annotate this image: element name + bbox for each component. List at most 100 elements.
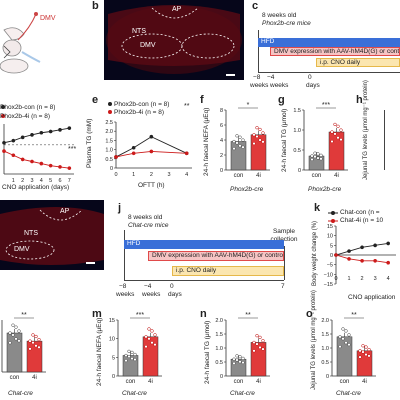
y-tick-label: 0 [326, 374, 329, 380]
data-point [31, 341, 35, 345]
data-point [241, 360, 245, 365]
panel-label-f: f [200, 94, 204, 106]
data-point [261, 347, 265, 351]
data-point [232, 146, 236, 151]
data-point [258, 127, 262, 132]
y-tick-label: 1.0 [321, 346, 329, 352]
panel-o-genotype: Chat-cre [336, 390, 361, 397]
timeline-c-marker [258, 30, 259, 72]
x-tick-label: 4i [32, 375, 37, 381]
panel-j-cno-bar: i.p. CNO daily [172, 266, 284, 276]
panel-c-tick-1: −8 [253, 74, 261, 81]
legend-k-4i [331, 219, 335, 223]
data-point-1 [2, 149, 6, 153]
panel-e-legend-con: Phox2b-con (n = 8) [114, 101, 170, 108]
data-point [339, 137, 343, 142]
significance-label: ** [21, 312, 27, 319]
panel-c-age: 8 weeks old [262, 12, 297, 19]
micro-i-nts: NTS [24, 230, 38, 237]
data-point [124, 353, 128, 358]
y-tick-label: 2.0 [105, 129, 113, 135]
panel-j-mice: Chat-cre mice [128, 222, 169, 229]
data-point [238, 144, 242, 148]
legend-marker-4i [1, 114, 5, 118]
data-point [235, 358, 239, 362]
timeline-c-axis [258, 72, 400, 73]
data-point [341, 327, 345, 331]
y-tick-label: 8 [220, 108, 223, 114]
panel-o-ylabel: Jejunal TG levels (μmol mg⁻¹ protein) [311, 290, 317, 390]
y-tick-label: 1.5 [215, 332, 223, 338]
panel-e-legend-4i: Phox2b-4i (n = 8) [114, 109, 165, 116]
x-tick-label: con [126, 379, 136, 385]
data-point [339, 128, 343, 132]
y-tick-label: 1.5 [105, 138, 113, 144]
data-point-0 [30, 133, 34, 137]
data-point [150, 341, 154, 345]
legend-k-con [331, 211, 335, 215]
panel-f-ylabel: 24-h faecal NEFA (μEq) [203, 107, 210, 176]
y-tick-label: 0 [110, 166, 113, 172]
y-tick-label: −15 [324, 282, 333, 288]
y-tick-label: 2 [220, 153, 223, 159]
x-tick-label: 4i [256, 173, 261, 179]
panel-n-genotype: Chat-cre [230, 390, 255, 397]
data-point [252, 340, 256, 345]
data-point-0 [386, 241, 390, 246]
data-point-1 [11, 153, 16, 158]
panel-a-significance: *** [68, 146, 77, 153]
data-point [241, 145, 245, 149]
y-tick-label: 1.5 [293, 108, 301, 114]
x-tick-label: 3 [167, 172, 170, 176]
panel-j-sample: Sample collection [270, 228, 297, 243]
y-tick-label: 0.5 [215, 360, 223, 366]
data-point [358, 355, 362, 359]
y-tick-label: 0.5 [321, 360, 329, 366]
x-tick-label: con [10, 375, 20, 381]
significance-label: *** [322, 102, 330, 109]
y-tick-label: 1.5 [321, 332, 329, 338]
data-point [232, 361, 236, 366]
y-tick-label: 2.0 [321, 318, 329, 324]
data-point [347, 333, 351, 337]
data-point [258, 335, 262, 340]
data-point-1 [347, 257, 351, 261]
panel-g-genotype: Phox2b-cre [308, 186, 342, 193]
x-tick-label: 3 [374, 276, 377, 282]
chart-l-partial: con 4i ** [1, 312, 46, 381]
y-tick-label: 2.5 [105, 120, 113, 126]
data-point [316, 156, 320, 160]
data-point [361, 350, 365, 354]
data-point [336, 124, 340, 128]
chart-o-jejunal-tg: 0 0.5 1.0 1.5 2.0 con 4i ** [321, 312, 376, 385]
data-point-0 [2, 140, 6, 145]
data-point [255, 342, 259, 346]
panel-h-axis [384, 110, 385, 170]
y-tick-label: 6 [220, 123, 223, 129]
data-point-0 [20, 135, 25, 140]
legend-phox2b-con: Phox2b-con (n = 8) [0, 104, 56, 111]
data-point [333, 132, 337, 136]
data-point [153, 333, 157, 337]
x-tick-label: 4 [185, 172, 188, 176]
data-point-0 [58, 128, 62, 132]
y-tick-label: 10 [327, 234, 333, 240]
panel-e-ylabel: Plasma TG (mM) [86, 118, 93, 168]
timeline-j-marker [124, 230, 125, 280]
panel-j-tick-2: −4 [144, 283, 152, 290]
micrograph-b: AP NTS DMV [104, 0, 244, 80]
y-tick-label: 0 [220, 374, 223, 380]
data-point [258, 345, 262, 350]
data-point-1 [334, 253, 338, 257]
data-point [153, 342, 157, 347]
data-point [330, 139, 334, 144]
chart-e-plasma-tg: 0 0.5 1.0 1.5 2.0 2.5 0 1 2 3 4 [105, 120, 192, 176]
data-point [37, 345, 41, 349]
x-tick-label: con [234, 173, 244, 179]
data-point [310, 157, 314, 162]
data-point [347, 342, 351, 347]
chart-f-nefa: 0 2 4 6 8 con 4i * [220, 102, 270, 179]
data-point-0 [48, 129, 53, 134]
data-point [313, 155, 317, 159]
panel-k-xlabel: CNO application [348, 294, 396, 301]
